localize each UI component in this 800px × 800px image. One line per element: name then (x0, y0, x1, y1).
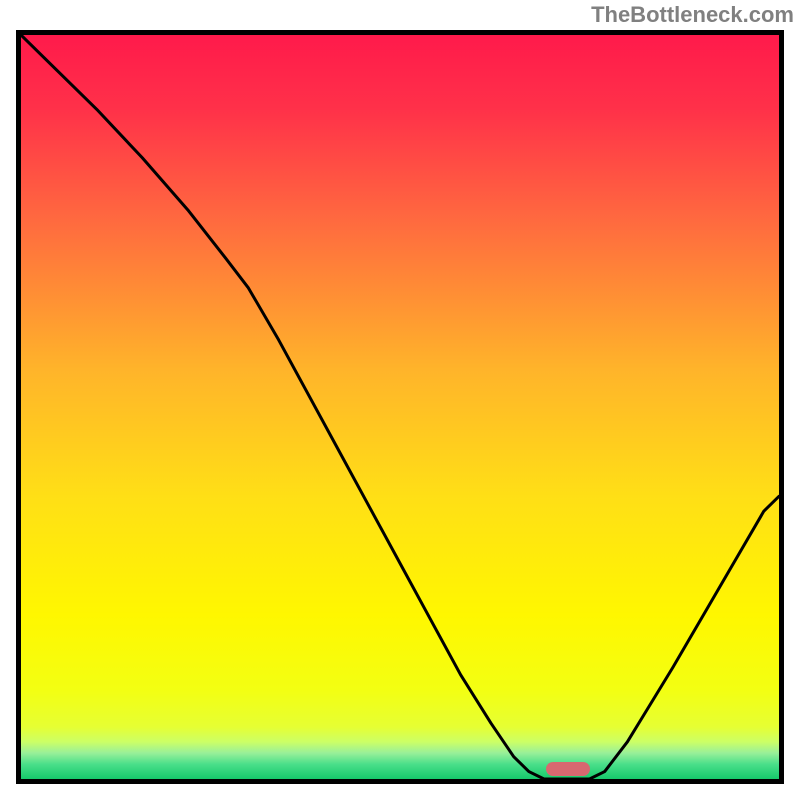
chart-container: TheBottleneck.com (0, 0, 800, 800)
curve-path (21, 35, 779, 779)
watermark-text: TheBottleneck.com (591, 2, 794, 28)
bottleneck-curve (21, 35, 779, 779)
optimum-marker (546, 762, 590, 776)
